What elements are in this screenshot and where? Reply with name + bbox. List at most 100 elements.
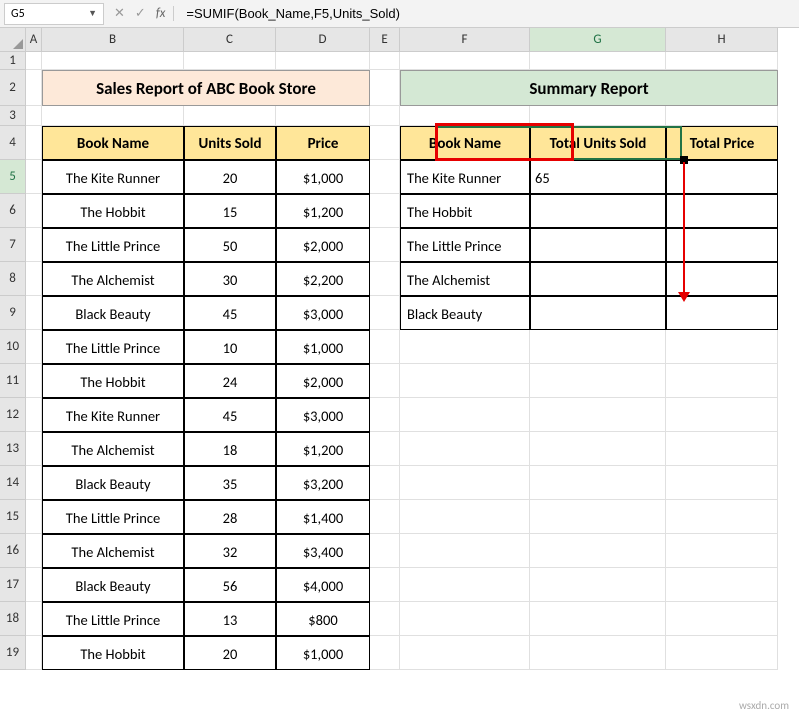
cell[interactable] <box>26 262 42 296</box>
cell[interactable] <box>370 228 400 262</box>
cell[interactable] <box>666 106 778 126</box>
cell[interactable] <box>26 568 42 602</box>
cell-units[interactable]: 18 <box>184 432 276 466</box>
cell-units[interactable]: 10 <box>184 330 276 364</box>
cell-summary-name[interactable]: Black Beauty <box>400 296 530 330</box>
cell[interactable] <box>26 330 42 364</box>
cell-summary-name[interactable]: The Kite Runner <box>400 160 530 194</box>
cell[interactable] <box>370 398 400 432</box>
cell-units[interactable]: 28 <box>184 500 276 534</box>
cell-book-name[interactable]: The Hobbit <box>42 364 184 398</box>
cell[interactable] <box>530 330 666 364</box>
header-book-name[interactable]: Book Name <box>42 126 184 160</box>
cell-book-name[interactable]: The Kite Runner <box>42 398 184 432</box>
cell[interactable] <box>666 534 778 568</box>
cell[interactable] <box>530 364 666 398</box>
cell[interactable] <box>666 602 778 636</box>
cell-summary-name[interactable]: The Little Prince <box>400 228 530 262</box>
cell-units[interactable]: 20 <box>184 636 276 670</box>
cell[interactable] <box>530 466 666 500</box>
cell-price[interactable]: $3,000 <box>276 296 370 330</box>
cell-price[interactable]: $3,200 <box>276 466 370 500</box>
summary-title[interactable]: Summary Report <box>400 70 778 106</box>
cell-book-name[interactable]: Black Beauty <box>42 568 184 602</box>
cell[interactable] <box>26 432 42 466</box>
cell-units[interactable]: 20 <box>184 160 276 194</box>
cell-total-units[interactable] <box>530 296 666 330</box>
cell-summary-name[interactable]: The Alchemist <box>400 262 530 296</box>
cell[interactable] <box>26 602 42 636</box>
cell-price[interactable]: $4,000 <box>276 568 370 602</box>
col-header[interactable]: B <box>42 28 184 52</box>
cell[interactable] <box>370 106 400 126</box>
cell[interactable] <box>400 636 530 670</box>
header-book-name-2[interactable]: Book Name <box>400 126 530 160</box>
cell[interactable] <box>666 500 778 534</box>
confirm-icon[interactable]: ✓ <box>135 6 146 21</box>
cell[interactable] <box>530 500 666 534</box>
cell-units[interactable]: 45 <box>184 398 276 432</box>
cell[interactable] <box>370 568 400 602</box>
row-header[interactable]: 15 <box>0 500 26 534</box>
cell[interactable] <box>400 534 530 568</box>
cell[interactable] <box>400 432 530 466</box>
col-header[interactable]: G <box>530 28 666 52</box>
cell-price[interactable]: $1,200 <box>276 432 370 466</box>
cell[interactable] <box>370 364 400 398</box>
cell-price[interactable]: $1,000 <box>276 330 370 364</box>
cancel-icon[interactable]: ✕ <box>114 6 125 21</box>
row-header[interactable]: 18 <box>0 602 26 636</box>
cell-total-units[interactable] <box>530 194 666 228</box>
cell[interactable] <box>370 500 400 534</box>
cell-total-units[interactable] <box>530 228 666 262</box>
cell[interactable] <box>370 636 400 670</box>
cell[interactable] <box>400 602 530 636</box>
cell-price[interactable]: $3,000 <box>276 398 370 432</box>
row-header[interactable]: 12 <box>0 398 26 432</box>
cell[interactable] <box>530 602 666 636</box>
cell[interactable] <box>184 52 276 70</box>
cell[interactable] <box>666 364 778 398</box>
cell[interactable] <box>370 466 400 500</box>
row-header[interactable]: 13 <box>0 432 26 466</box>
col-header[interactable]: F <box>400 28 530 52</box>
cell[interactable] <box>666 398 778 432</box>
cell-book-name[interactable]: The Little Prince <box>42 602 184 636</box>
cell-book-name[interactable]: Black Beauty <box>42 296 184 330</box>
cell[interactable] <box>26 52 42 70</box>
cell-units[interactable]: 24 <box>184 364 276 398</box>
cell[interactable] <box>666 52 778 70</box>
cell[interactable] <box>400 106 530 126</box>
cell-total-units[interactable] <box>530 262 666 296</box>
header-total-price[interactable]: Total Price <box>666 126 778 160</box>
cell[interactable] <box>276 106 370 126</box>
cell-price[interactable]: $1,000 <box>276 160 370 194</box>
cell[interactable] <box>530 106 666 126</box>
cell[interactable] <box>666 432 778 466</box>
cell-book-name[interactable]: The Alchemist <box>42 262 184 296</box>
row-header[interactable]: 16 <box>0 534 26 568</box>
cell-book-name[interactable]: The Kite Runner <box>42 160 184 194</box>
row-header[interactable]: 8 <box>0 262 26 296</box>
cell-book-name[interactable]: The Little Prince <box>42 228 184 262</box>
row-header[interactable]: 9 <box>0 296 26 330</box>
cell[interactable] <box>370 432 400 466</box>
cell[interactable] <box>370 194 400 228</box>
col-header[interactable]: H <box>666 28 778 52</box>
row-header[interactable]: 6 <box>0 194 26 228</box>
cell[interactable] <box>276 52 370 70</box>
cell-price[interactable]: $3,400 <box>276 534 370 568</box>
col-header[interactable]: E <box>370 28 400 52</box>
cell-price[interactable]: $2,000 <box>276 364 370 398</box>
col-header[interactable]: A <box>26 28 42 52</box>
row-header[interactable]: 19 <box>0 636 26 670</box>
cell-book-name[interactable]: The Little Prince <box>42 500 184 534</box>
header-total-units[interactable]: Total Units Sold <box>530 126 666 160</box>
cell[interactable] <box>26 70 42 106</box>
cell[interactable] <box>400 568 530 602</box>
cell-units[interactable]: 30 <box>184 262 276 296</box>
cell-price[interactable]: $2,200 <box>276 262 370 296</box>
cell-book-name[interactable]: The Hobbit <box>42 636 184 670</box>
cell-price[interactable]: $1,200 <box>276 194 370 228</box>
row-header[interactable]: 7 <box>0 228 26 262</box>
